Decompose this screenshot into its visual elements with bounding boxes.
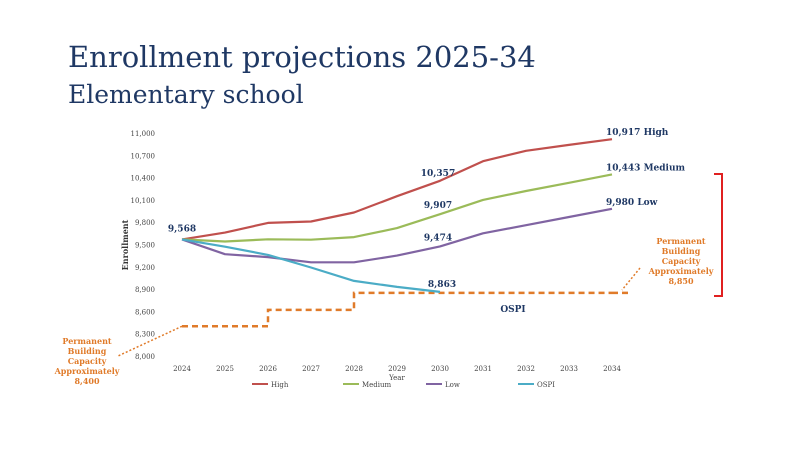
data-label: 9,907 — [424, 201, 452, 211]
x-tick-label: 2025 — [216, 365, 234, 373]
data-label: 8,863 — [428, 280, 456, 290]
legend-label: Low — [445, 381, 460, 389]
data-label: 10,357 — [421, 169, 455, 179]
series-line-low — [181, 207, 613, 264]
data-label: 9,568 — [168, 224, 196, 234]
page-subtitle: Elementary school — [68, 80, 304, 109]
x-tick-label: 2030 — [431, 365, 449, 373]
x-tick-label: 2027 — [302, 365, 320, 373]
y-tick-label: 9,200 — [135, 264, 155, 272]
capacity-note-line: Capacity — [661, 256, 701, 266]
series-line-ospi — [181, 238, 441, 293]
capacity-note-line: Building — [661, 246, 701, 256]
y-tick-label: 9,800 — [135, 219, 155, 227]
capacity-note-line: Approximately — [648, 266, 714, 276]
end-label: 10,443 Medium — [606, 163, 686, 173]
red-bracket — [714, 173, 723, 297]
data-label: 9,474 — [424, 233, 452, 243]
series-line-high — [181, 138, 613, 241]
y-tick-label: 10,400 — [131, 175, 156, 183]
capacity-note-line: 8,850 — [668, 276, 694, 286]
capacity-note-line: Approximately — [54, 366, 120, 376]
ospi-label: OSPI — [500, 305, 525, 315]
y-tick-label: 10,700 — [131, 152, 156, 160]
capacity-note-line: 8,400 — [74, 376, 100, 386]
y-tick-label: 9,500 — [135, 242, 155, 250]
page-title: Enrollment projections 2025-34 — [68, 40, 536, 74]
x-tick-label: 2026 — [259, 365, 277, 373]
y-tick-label: 11,000 — [131, 130, 156, 138]
series-line-medium — [181, 173, 613, 243]
x-tick-label: 2028 — [345, 365, 363, 373]
legend-label: High — [271, 381, 289, 389]
x-tick-label: 2034 — [603, 365, 621, 373]
y-tick-label: 8,300 — [135, 331, 155, 339]
capacity-note-line: Permanent — [656, 236, 706, 246]
capacity-note-line: Building — [67, 346, 107, 356]
y-tick-label: 10,100 — [131, 197, 156, 205]
x-tick-label: 2029 — [388, 365, 406, 373]
x-tick-label: 2033 — [560, 365, 578, 373]
capacity-leader-right — [621, 267, 641, 291]
y-axis-title: Enrollment — [120, 219, 130, 270]
y-tick-label: 8,900 — [135, 286, 155, 294]
y-tick-label: 8,600 — [135, 308, 155, 316]
capacity-note-line: Permanent — [62, 336, 112, 346]
end-label: 10,917 High — [606, 128, 669, 138]
x-axis-title: Year — [388, 374, 405, 382]
x-tick-label: 2031 — [474, 365, 492, 373]
capacity-note-line: Capacity — [67, 356, 107, 366]
legend-label: Medium — [362, 381, 392, 389]
legend-label: OSPI — [537, 381, 555, 389]
capacity-step-line — [182, 291, 612, 328]
capacity-note-right: Permanent Building Capacity Approximately 8,… — [641, 236, 721, 286]
capacity-note-left: Permanent Building Capacity Approximately 8,… — [52, 336, 122, 386]
end-label: 9,980 Low — [606, 198, 658, 208]
x-tick-label: 2024 — [173, 365, 191, 373]
y-tick-label: 8,000 — [135, 353, 155, 361]
x-tick-label: 2032 — [517, 365, 535, 373]
